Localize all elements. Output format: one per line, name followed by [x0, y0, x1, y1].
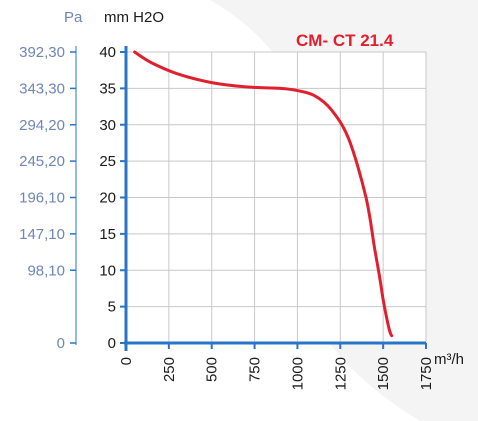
x-axis-label: m³/h	[434, 351, 464, 368]
y-tick-label: 40	[99, 44, 116, 61]
pa-tick-label: 0	[57, 335, 65, 352]
pa-tick-label: 196,10	[19, 190, 65, 207]
y-tick-label: 25	[99, 153, 116, 170]
x-tick-label: 1500	[375, 357, 392, 390]
x-tick-label: 0	[118, 357, 135, 365]
y-tick-label: 5	[108, 299, 116, 316]
pa-tick-label: 343,30	[19, 80, 65, 97]
pa-tick-label: 98,10	[27, 262, 65, 279]
x-tick-label: 500	[204, 357, 221, 382]
y-tick-label: 0	[108, 335, 116, 352]
y-tick-label: 30	[99, 117, 116, 134]
pa-tick-label: 245,20	[19, 153, 65, 170]
chart-title: CM- CT 21.4	[296, 31, 394, 50]
pa-tick-label: 392,30	[19, 44, 65, 61]
y-axis-label: mm H2O	[104, 9, 164, 26]
x-tick-label: 250	[161, 357, 178, 382]
pa-tick-label: 147,10	[19, 226, 65, 243]
series-line	[133, 50, 394, 338]
y-tick-label: 10	[99, 262, 116, 279]
y-tick-label: 15	[99, 226, 116, 243]
x-tick-label: 1750	[418, 357, 435, 390]
x-tick-label: 750	[247, 357, 264, 382]
y-tick-label: 35	[99, 80, 116, 97]
y-tick-label: 20	[99, 190, 116, 207]
pa-tick-label: 294,20	[19, 117, 65, 134]
x-tick-label: 1250	[332, 357, 349, 390]
y2-axis-label: Pa	[64, 9, 83, 26]
x-tick-label: 1000	[289, 357, 306, 390]
